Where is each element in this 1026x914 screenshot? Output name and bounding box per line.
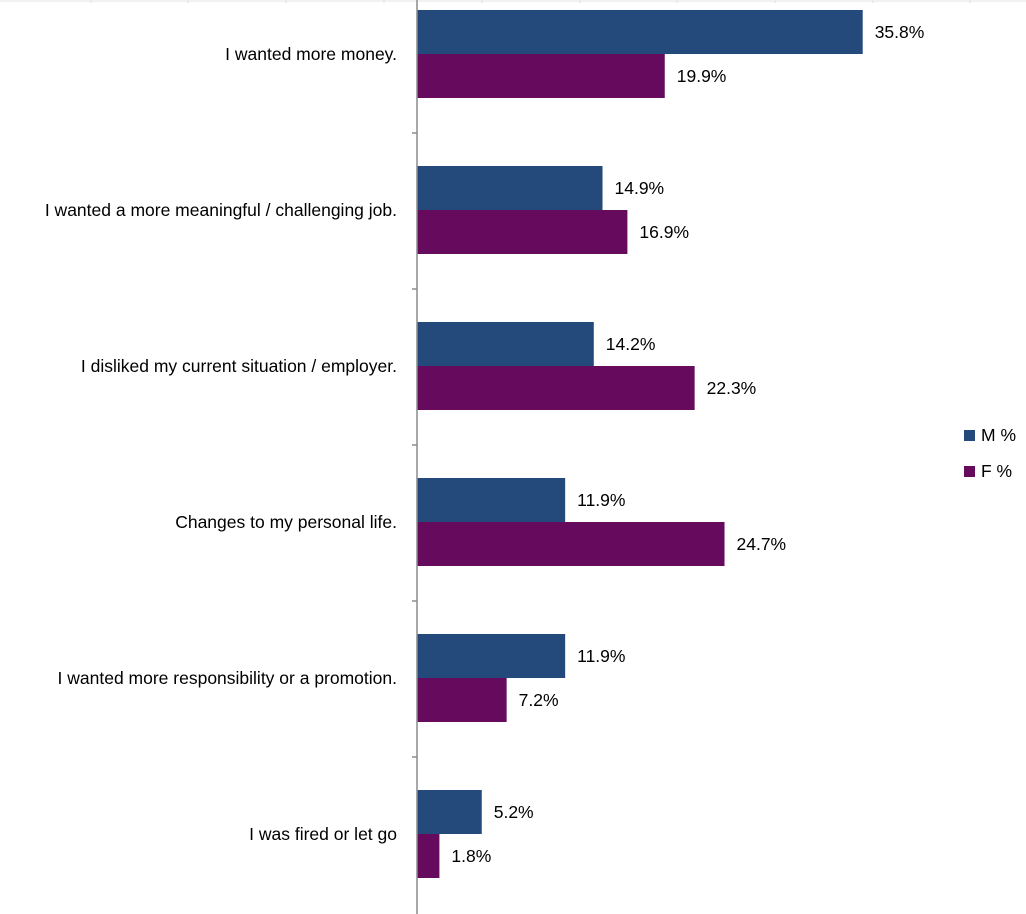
- data-label: 14.9%: [615, 178, 665, 198]
- category-label: I disliked my current situation / employ…: [81, 356, 397, 376]
- bar-f-5: [417, 834, 440, 878]
- bar-f-1: [417, 210, 628, 254]
- data-label: 19.9%: [677, 66, 727, 86]
- data-label: 22.3%: [707, 378, 757, 398]
- bars: [417, 10, 863, 878]
- data-label: 7.2%: [519, 690, 559, 710]
- data-label: 14.2%: [606, 334, 656, 354]
- data-label: 5.2%: [494, 802, 534, 822]
- category-labels: I wanted more money. I wanted a more mean…: [45, 44, 397, 844]
- gridlines: [0, 0, 1026, 3]
- bar-f-0: [417, 54, 665, 98]
- bar-m-4: [417, 634, 566, 678]
- legend: M % F %: [964, 425, 1016, 481]
- bar-f-2: [417, 366, 695, 410]
- category-label: Changes to my personal life.: [175, 512, 397, 532]
- legend-label: M %: [981, 425, 1016, 445]
- category-axis: [412, 0, 418, 914]
- bar-f-4: [417, 678, 507, 722]
- bar-m-0: [417, 10, 863, 54]
- data-labels: 35.8% 19.9% 14.9% 16.9% 14.2% 22.3% 11.9% 24.7%…: [451, 22, 924, 866]
- bar-m-2: [417, 322, 594, 366]
- legend-swatch: [964, 466, 975, 477]
- data-label: 35.8%: [875, 22, 925, 42]
- category-label: I wanted more money.: [225, 44, 397, 64]
- data-label: 11.9%: [577, 490, 625, 510]
- bar-f-3: [417, 522, 725, 566]
- legend-swatch: [964, 430, 975, 441]
- bar-m-3: [417, 478, 566, 522]
- data-label: 16.9%: [639, 222, 689, 242]
- legend-label: F %: [981, 461, 1012, 481]
- bar-m-1: [417, 166, 603, 210]
- category-label: I wanted a more meaningful / challenging…: [45, 200, 397, 220]
- category-label: I wanted more responsibility or a promot…: [58, 668, 397, 688]
- category-label: I was fired or let go: [249, 824, 397, 844]
- data-label: 11.9%: [577, 646, 625, 666]
- data-label: 24.7%: [737, 534, 787, 554]
- data-label: 1.8%: [451, 846, 491, 866]
- bar-m-5: [417, 790, 482, 834]
